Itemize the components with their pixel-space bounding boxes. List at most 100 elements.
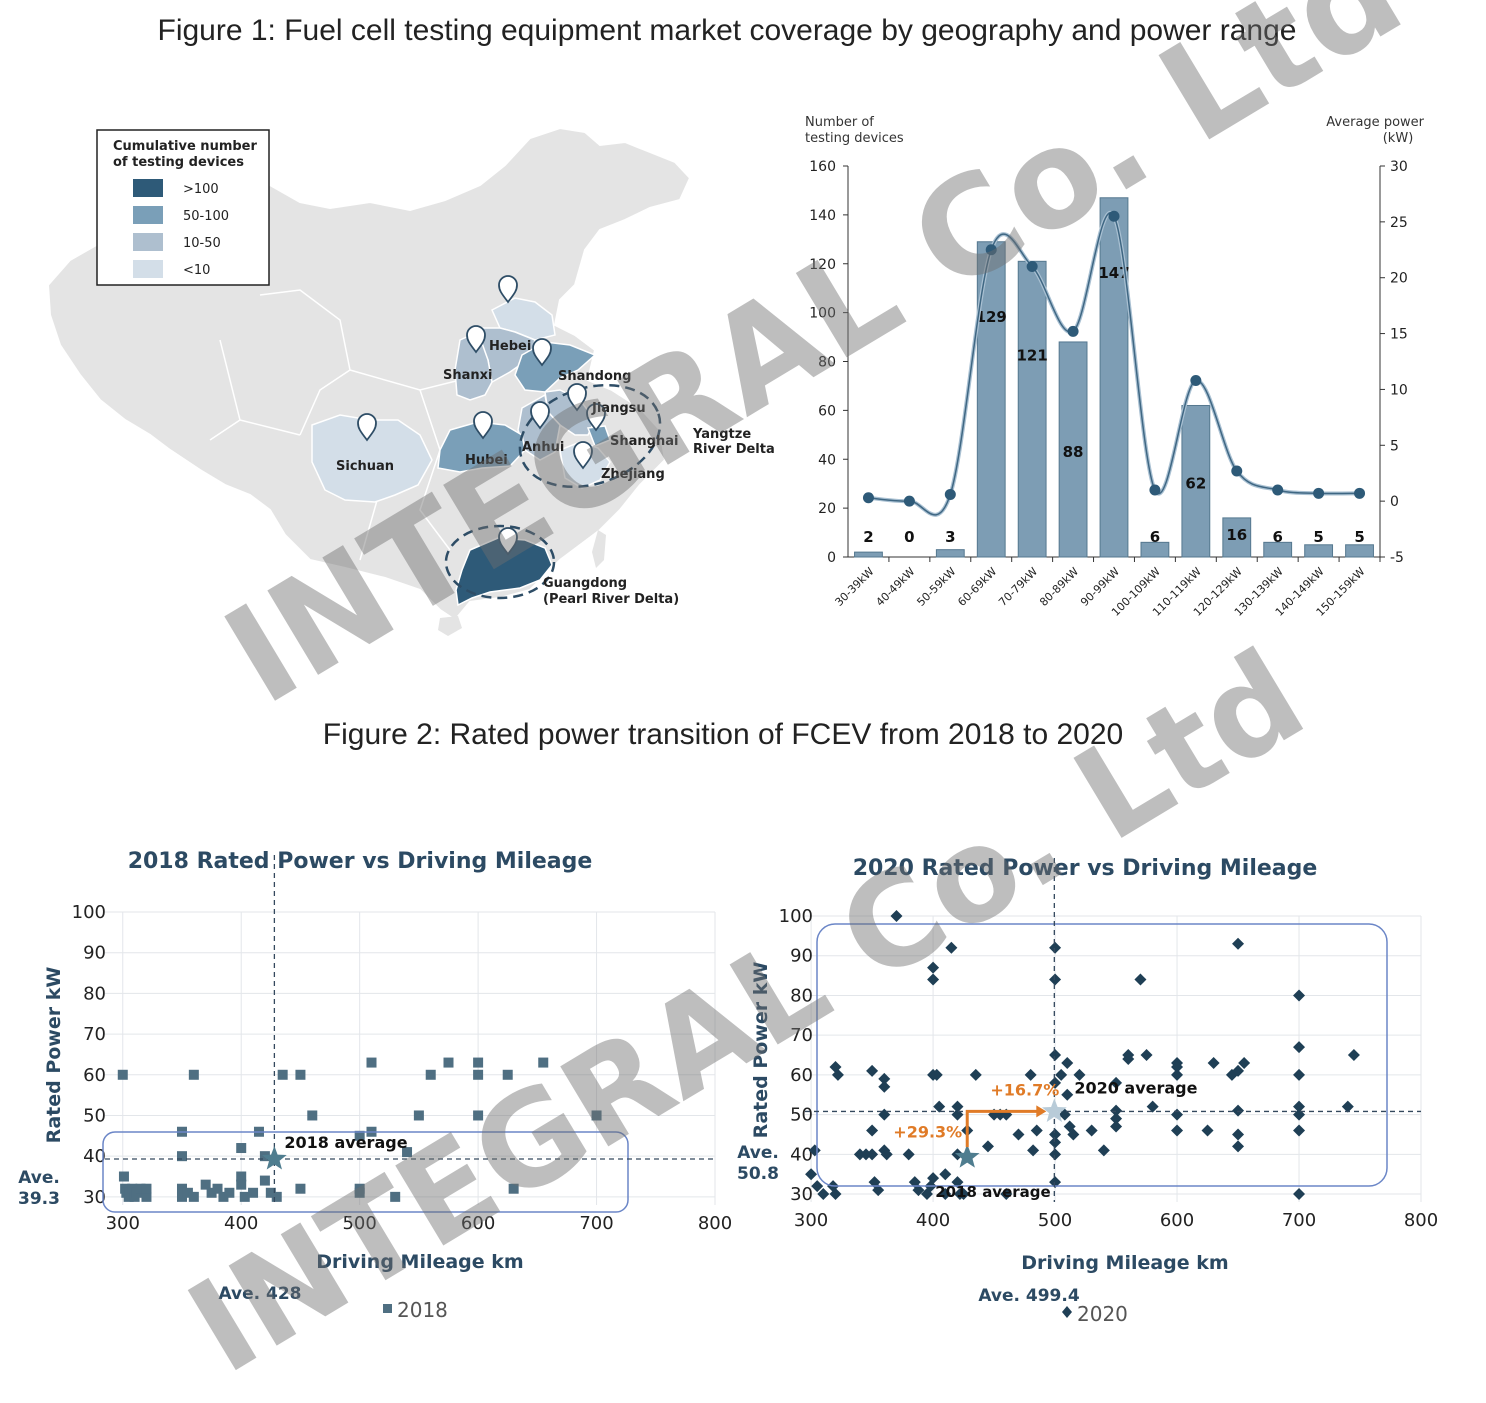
scatter-xtick-label: 300 bbox=[794, 1210, 828, 1231]
avg-power-point bbox=[985, 244, 997, 256]
average-y-label-line2: 39.3 bbox=[18, 1189, 60, 1209]
scatter-point bbox=[927, 973, 940, 986]
scatter-point bbox=[1027, 1144, 1040, 1157]
scatter-ytick-label: 30 bbox=[790, 1184, 813, 1205]
bar-category-label: 50-59kW bbox=[914, 565, 958, 609]
scatter-point bbox=[866, 1124, 879, 1137]
scatter-point bbox=[1341, 1100, 1354, 1113]
scatter-point bbox=[295, 1069, 306, 1080]
scatter-ytick-label: 50 bbox=[790, 1105, 813, 1126]
scatter-point bbox=[1232, 1064, 1245, 1077]
figure-2-title: Figure 2: Rated power transition of FCEV… bbox=[322, 718, 1124, 751]
scatter-point bbox=[443, 1057, 454, 1068]
scatter-ytick-label: 30 bbox=[83, 1187, 106, 1208]
scatter-point bbox=[1140, 1049, 1153, 1062]
scatter-2020-ylabel: Rated Power kW bbox=[750, 962, 772, 1139]
bar bbox=[1140, 541, 1170, 558]
scatter-point bbox=[1232, 1104, 1245, 1117]
map-pin-icon bbox=[357, 413, 377, 442]
scatter-point bbox=[1030, 1124, 1043, 1137]
scatter-point bbox=[473, 1057, 484, 1068]
scatter-point bbox=[259, 1175, 270, 1186]
scatter-point bbox=[1049, 1148, 1062, 1161]
scatter-point bbox=[1293, 1188, 1306, 1201]
scatter-xtick-label: 400 bbox=[916, 1210, 950, 1231]
scatter-point bbox=[1238, 1056, 1251, 1069]
bar-data-label: 88 bbox=[1063, 443, 1084, 461]
scatter-point bbox=[817, 1188, 830, 1201]
scatter-point bbox=[872, 1184, 885, 1197]
map-pin-icon bbox=[466, 325, 486, 354]
bar-data-label: 5 bbox=[1313, 528, 1323, 546]
scatter-point bbox=[805, 1168, 818, 1181]
region-label-guangdong-1: Guangdong bbox=[543, 576, 627, 591]
scatter-point bbox=[1055, 1068, 1068, 1081]
scatter-point bbox=[1061, 1088, 1074, 1101]
bar-ytick-label: 40 bbox=[818, 452, 836, 468]
bar-y2label-line1: Average power bbox=[1326, 115, 1424, 130]
scatter-point bbox=[1049, 1049, 1062, 1062]
bar-y2tick-label: 10 bbox=[1390, 382, 1408, 398]
scatter-point bbox=[248, 1187, 259, 1198]
scatter-ytick-label: 100 bbox=[779, 906, 813, 927]
scatter-point bbox=[878, 1072, 891, 1085]
scatter-point bbox=[188, 1191, 199, 1202]
province-borders bbox=[209, 289, 461, 561]
scatter-ytick-label: 40 bbox=[790, 1144, 813, 1165]
scatter-2018: 2018 Rated Power vs Driving Mileage Driv… bbox=[18, 849, 732, 1322]
scatter-point bbox=[1049, 1076, 1062, 1089]
scatter-point bbox=[878, 1108, 891, 1121]
avg-power-point bbox=[1149, 484, 1161, 496]
scatter-point bbox=[912, 1184, 925, 1197]
scatter-point bbox=[880, 1148, 893, 1161]
avg-power-point bbox=[862, 492, 874, 504]
scatter-point bbox=[1171, 1060, 1184, 1073]
scatter-point bbox=[413, 1110, 424, 1121]
scatter-point bbox=[1049, 1128, 1062, 1141]
scatter-point bbox=[902, 1148, 915, 1161]
scatter-point bbox=[933, 1100, 946, 1113]
bar bbox=[1345, 544, 1374, 558]
scatter-point bbox=[1232, 1140, 1245, 1153]
scatter-point bbox=[1024, 1068, 1037, 1081]
scatter-point bbox=[927, 1172, 940, 1185]
scatter-point bbox=[1061, 1056, 1074, 1069]
scatter-point bbox=[1293, 1068, 1306, 1081]
scatter-point bbox=[1201, 1124, 1214, 1137]
map-pin-icon bbox=[573, 441, 593, 470]
scatter-point bbox=[969, 1068, 982, 1081]
scatter-point bbox=[831, 1068, 844, 1081]
scatter-point bbox=[236, 1179, 247, 1190]
bar-ytick-label: 0 bbox=[827, 550, 836, 566]
average-y-label-line1: Ave. bbox=[18, 1168, 60, 1188]
scatter-legend-label: 2020 bbox=[1077, 1302, 1128, 1326]
province-shape-guangdong bbox=[455, 537, 553, 607]
legend-swatch-10-50 bbox=[133, 233, 163, 251]
avg-power-point bbox=[903, 495, 915, 507]
scatter-point bbox=[1110, 1120, 1123, 1133]
scatter-point bbox=[1063, 1120, 1076, 1133]
scatter-point bbox=[859, 1148, 872, 1161]
bar-category-label: 40-49kW bbox=[873, 565, 917, 609]
scatter-xtick-label: 500 bbox=[342, 1213, 376, 1234]
bar-data-label: 5 bbox=[1354, 528, 1364, 546]
province-label-shanxi: Shanxi bbox=[443, 368, 493, 383]
map-pin-icon bbox=[530, 401, 550, 430]
scatter-xtick-label: 800 bbox=[1404, 1210, 1438, 1231]
bar-data-label: 121 bbox=[1016, 346, 1047, 364]
bar-data-label: 16 bbox=[1226, 526, 1247, 544]
scatter-point bbox=[176, 1151, 187, 1162]
scatter-point bbox=[239, 1191, 250, 1202]
scatter-point bbox=[951, 1100, 964, 1113]
scatter-point bbox=[1085, 1124, 1098, 1137]
average-star-icon bbox=[1042, 1098, 1067, 1122]
scatter-point bbox=[829, 1188, 842, 1201]
bar bbox=[935, 549, 965, 558]
scatter-xtick-label: 800 bbox=[698, 1213, 732, 1234]
scatter-point bbox=[951, 1108, 964, 1121]
bar-ytick-label: 140 bbox=[809, 208, 836, 224]
scatter-point bbox=[878, 1080, 891, 1093]
scatter-point bbox=[135, 1183, 146, 1194]
scatter-point bbox=[811, 1180, 824, 1193]
scatter-point bbox=[1110, 1076, 1123, 1089]
